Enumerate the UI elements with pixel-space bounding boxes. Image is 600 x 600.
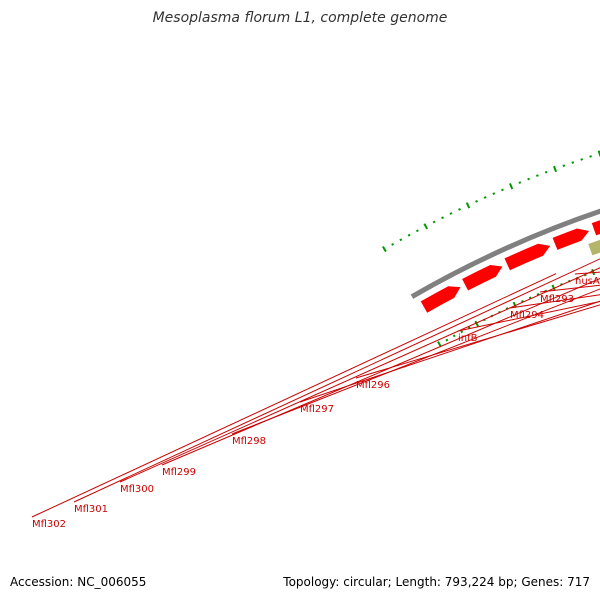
gene-label: Mfl298 — [232, 436, 266, 447]
minor-tick — [449, 212, 453, 215]
map-title: Mesoplasma florum L1, complete genome — [152, 10, 448, 26]
major-tick — [423, 223, 429, 230]
minor-tick — [475, 200, 478, 203]
major-tick — [474, 320, 479, 327]
minor-tick — [483, 196, 487, 199]
minor-tick — [492, 192, 496, 195]
gene-label: Mfl297 — [300, 404, 334, 415]
minor-tick — [460, 330, 464, 334]
minor-tick — [571, 161, 575, 164]
gene-leader-line — [457, 300, 600, 332]
gene-label: Mfl302 — [32, 519, 66, 530]
major-tick — [551, 284, 556, 291]
gene-leader-line — [231, 288, 600, 435]
gene-label: Mfl301 — [74, 504, 108, 515]
genome-stats-text: Topology: circular; Length: 793,224 bp; … — [283, 575, 590, 589]
minor-tick — [544, 170, 548, 174]
label-layer: 336 kbp337 kbp338 kbp339 kbp340 kbp341 k… — [31, 258, 600, 530]
minor-tick — [589, 155, 592, 158]
minor-tick — [407, 233, 411, 237]
major-tick — [465, 202, 471, 209]
minor-tick — [415, 229, 419, 233]
gene-label: Mfl300 — [120, 484, 154, 495]
minor-tick — [432, 220, 436, 224]
backbone-layer — [410, 208, 600, 299]
minor-tick — [562, 164, 566, 167]
gene-label: Mfl299 — [162, 467, 196, 478]
forward-gene-arrow — [591, 220, 600, 236]
forward-gene-arrow — [552, 228, 590, 250]
gene-layer — [420, 220, 600, 313]
gene-label: infB — [458, 333, 478, 344]
major-tick — [553, 165, 557, 173]
minor-tick — [580, 158, 584, 161]
accession-text: Accession: NC_006055 — [10, 575, 147, 589]
major-tick — [509, 183, 514, 190]
gene-label: nusA — [575, 276, 600, 287]
gene-leader-line — [119, 267, 600, 483]
forward-gene-arrow — [462, 265, 503, 291]
forward-gene-arrow — [504, 243, 551, 271]
gene-leader-line — [31, 273, 557, 518]
minor-tick — [391, 242, 395, 246]
forward-gene-arrow — [420, 286, 461, 313]
genome-backbone — [410, 208, 600, 299]
minor-tick — [458, 208, 461, 211]
gene-label: Mfl296 — [356, 380, 390, 391]
minor-tick — [501, 188, 504, 192]
minor-tick — [441, 216, 444, 220]
minor-tick — [527, 177, 530, 181]
outer-tick-ring — [382, 150, 600, 253]
minor-tick — [445, 338, 449, 342]
major-tick — [382, 245, 387, 253]
gene-leader-line — [161, 278, 600, 466]
gene-leader-line — [355, 304, 600, 379]
minor-tick — [518, 181, 522, 184]
major-tick — [591, 268, 596, 276]
gene-Mfl299-arrow — [588, 239, 600, 256]
gene-leader-line — [299, 300, 600, 403]
minor-tick — [452, 334, 456, 338]
gene-label: Mfl294 — [510, 310, 544, 321]
minor-tick — [535, 174, 539, 177]
gene-label: Mfl293 — [540, 294, 574, 305]
gene-leader-line — [73, 258, 600, 503]
minor-tick — [399, 238, 403, 242]
